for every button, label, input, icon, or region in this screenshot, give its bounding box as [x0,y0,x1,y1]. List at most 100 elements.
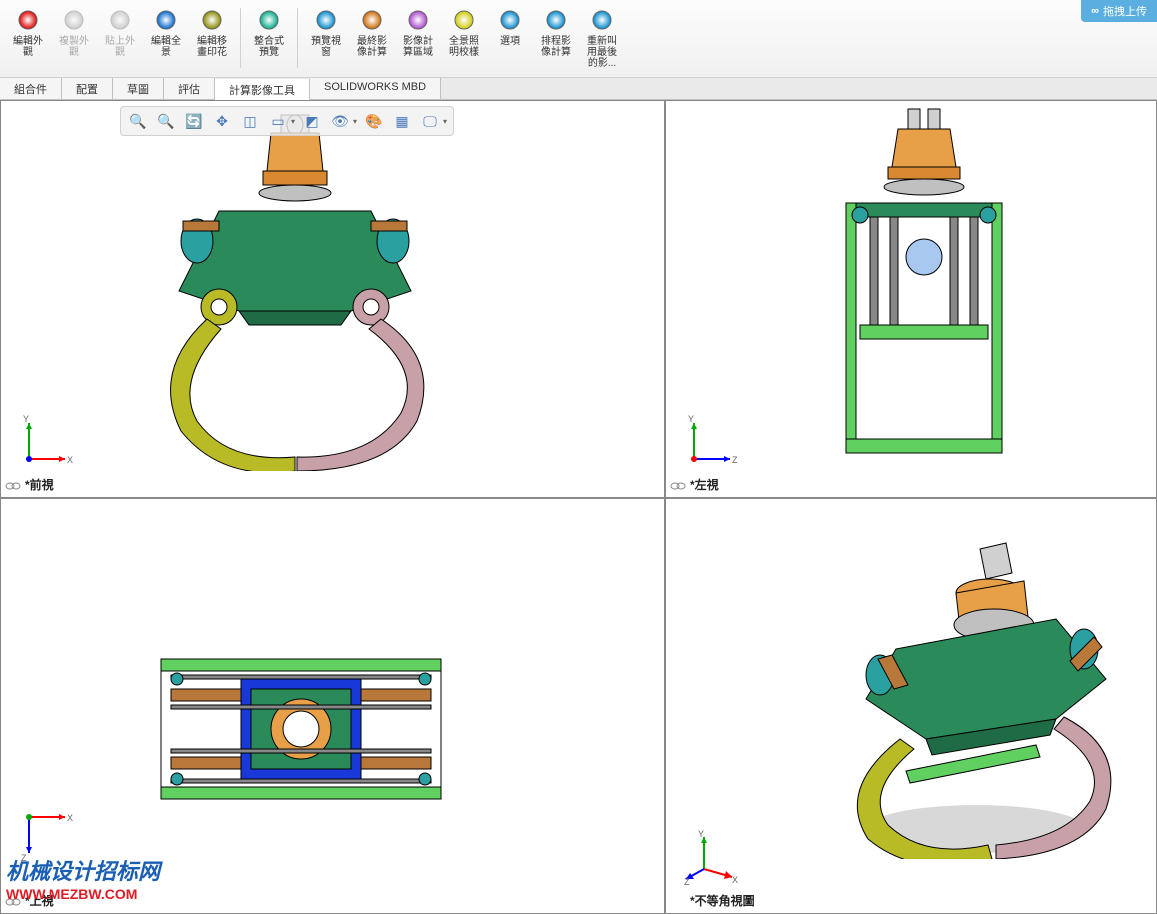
viewbar-section[interactable]: ◩ [301,110,323,132]
model-front [111,111,471,471]
viewport-front[interactable]: XY *前視 [0,100,665,498]
watermark: 机械设计招标网 WWW.MEZBW.COM [6,854,160,902]
svg-text:Z: Z [732,455,738,465]
link-icon [5,480,21,492]
sphere-recall-icon [588,6,616,34]
sphere-window-icon [312,6,340,34]
ribbon-sphere-window[interactable]: 預覽視 窗 [304,4,348,60]
cube-icon: ◫ [243,113,256,130]
viewport-area: XY *前視 [0,100,1157,914]
ribbon-sphere-copy: 複製外 觀 [52,4,96,60]
pan-icon: ✥ [216,113,228,130]
viewbar-box-dd[interactable]: ▭ [267,110,289,132]
sphere-schedule-icon [542,6,570,34]
ribbon-label: 排程影 像計算 [541,36,571,58]
viewbar-cube[interactable]: ◫ [239,110,261,132]
viewport-iso[interactable]: XYZ *不等角視圖 [665,498,1157,914]
ribbon-sphere-decal[interactable]: 編輯移 畫印花 [190,4,234,60]
eye-dd-icon: 👁 [331,113,349,130]
ribbon-sphere-options[interactable]: 選項 [488,4,532,49]
ribbon-sphere-edit[interactable]: 編輯外 觀 [6,4,50,60]
ribbon-label: 重新叫 用最後 的影... [587,36,617,69]
svg-text:X: X [67,455,73,465]
tab-3[interactable]: 評估 [164,78,215,99]
ribbon-label: 編輯移 畫印花 [197,36,227,58]
tab-1[interactable]: 配置 [62,78,113,99]
viewbar-zoom-area[interactable]: 🔍 [155,110,177,132]
tab-0[interactable]: 組合件 [0,78,62,99]
dropdown-arrow-icon[interactable]: ▾ [443,117,447,126]
viewbar-zoom-fit[interactable]: 🔍 [127,110,149,132]
palette-icon: 🎨 [365,113,382,130]
svg-text:Y: Y [698,829,704,839]
dropdown-arrow-icon[interactable]: ▾ [353,117,357,126]
triad-front: XY [19,413,75,469]
viewbar-rotate[interactable]: 🔄 [183,110,205,132]
tab-4[interactable]: 計算影像工具 [215,79,310,100]
sphere-region-icon [404,6,432,34]
viewbar-checker[interactable]: ▦ [391,110,413,132]
model-left [816,107,1036,467]
viewbar-eye-dd[interactable]: 👁 [329,110,351,132]
model-iso [806,539,1126,859]
rotate-icon: 🔄 [185,113,202,130]
sphere-copy-icon [60,6,88,34]
ribbon-label: 全景照 明校樣 [449,36,479,58]
ribbon-sphere-region[interactable]: 影像計 算區域 [396,4,440,60]
ribbon-sphere-preview[interactable]: 整合式 預覽 [247,4,291,60]
ribbon-separator [240,8,241,68]
svg-text:Y: Y [688,414,694,424]
watermark-line1: 机械设计招标网 [6,854,160,886]
upload-badge[interactable]: ∞ 拖拽上传 [1081,0,1157,22]
ribbon-toolbar: 編輯外 觀複製外 觀貼上外 觀編輯全 景編輯移 畫印花 整合式 預覽 預覽視 窗最終… [0,0,1157,78]
triad-left: ZY [684,413,740,469]
viewbar-palette[interactable]: 🎨 [363,110,385,132]
badge-text: 拖拽上传 [1103,3,1147,19]
infinity-icon: ∞ [1091,5,1099,17]
triad-iso: X Y Z [684,829,740,885]
display-dd-icon: 🖵 [423,113,437,130]
checker-icon: ▦ [395,113,408,130]
ribbon-label: 選項 [500,36,520,47]
zoom-fit-icon: 🔍 [129,113,146,130]
ribbon-separator [297,8,298,68]
viewport-label: *前視 [25,476,54,493]
sphere-edit-icon [14,6,42,34]
ribbon-sphere-paste: 貼上外 觀 [98,4,142,60]
link-icon [670,480,686,492]
viewbar-display-dd[interactable]: 🖵 [419,110,441,132]
watermark-line2: WWW.MEZBW.COM [6,886,160,902]
box-dd-icon: ▭ [271,113,284,130]
ribbon-sphere-scene[interactable]: 編輯全 景 [144,4,188,60]
ribbon-label: 編輯外 觀 [13,36,43,58]
ribbon-label: 影像計 算區域 [403,36,433,58]
viewbar-pan[interactable]: ✥ [211,110,233,132]
command-tabs: 組合件配置草圖評估計算影像工具SOLIDWORKS MBD [0,78,1157,100]
viewport-left[interactable]: ZY *左視 [665,100,1157,498]
tab-5[interactable]: SOLIDWORKS MBD [310,78,441,99]
dropdown-arrow-icon[interactable]: ▾ [291,117,295,126]
sphere-paste-icon [106,6,134,34]
ribbon-label: 貼上外 觀 [105,36,135,58]
tab-2[interactable]: 草圖 [113,78,164,99]
svg-text:Z: Z [684,877,690,885]
svg-text:X: X [732,875,738,885]
ribbon-sphere-recall[interactable]: 重新叫 用最後 的影... [580,4,624,71]
svg-text:X: X [67,813,73,823]
model-top [141,639,461,819]
viewport-label: *左視 [690,476,719,493]
sphere-preview-icon [255,6,283,34]
ribbon-label: 預覽視 窗 [311,36,341,58]
section-icon: ◩ [305,113,318,130]
ribbon-label: 最終影 像計算 [357,36,387,58]
ribbon-sphere-final[interactable]: 最終影 像計算 [350,4,394,60]
ribbon-sphere-proof[interactable]: 全景照 明校樣 [442,4,486,60]
viewport-top[interactable]: XZ *上視 [0,498,665,914]
sphere-options-icon [496,6,524,34]
ribbon-label: 整合式 預覽 [254,36,284,58]
sphere-decal-icon [198,6,226,34]
view-toolbar: 🔍 🔍 🔄 ✥ ◫ ▭ ▾ ◩ 👁 ▾ 🎨 ▦ 🖵 ▾ [120,106,454,136]
sphere-scene-icon [152,6,180,34]
ribbon-sphere-schedule[interactable]: 排程影 像計算 [534,4,578,60]
sphere-final-icon [358,6,386,34]
